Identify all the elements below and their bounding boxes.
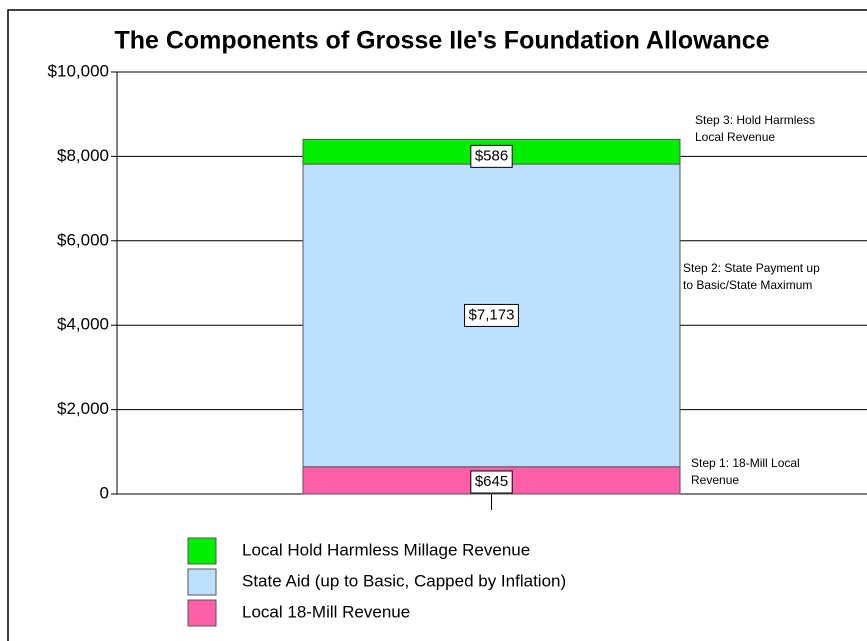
legend-label: Local Hold Harmless Millage Revenue	[242, 540, 530, 559]
y-tick-label: $6,000	[57, 230, 109, 249]
annotation: Local Revenue	[695, 130, 775, 144]
data-label: $7,173	[469, 306, 515, 323]
annotation: Step 1: 18-Mill Local	[691, 456, 800, 470]
y-tick-label: $10,000	[48, 61, 109, 80]
y-tick-label: 0	[100, 483, 109, 502]
y-tick-label: $2,000	[57, 399, 109, 418]
legend-swatch	[187, 599, 217, 627]
y-tick-label: $4,000	[57, 315, 109, 334]
data-label-box	[470, 144, 513, 168]
y-tick-label: $8,000	[57, 146, 109, 165]
annotation: Revenue	[691, 473, 739, 487]
annotation: to Basic/State Maximum	[683, 278, 812, 292]
data-label: $645	[475, 473, 508, 490]
data-label: $586	[475, 147, 508, 164]
data-label-box	[464, 303, 519, 327]
annotation: Step 2: State Payment up	[683, 261, 820, 275]
legend-label: Local 18-Mill Revenue	[242, 602, 410, 621]
legend-label: State Aid (up to Basic, Capped by Inflat…	[242, 571, 566, 590]
annotation: Step 3: Hold Harmless	[695, 113, 815, 127]
legend-swatch	[187, 537, 217, 565]
legend-swatch	[187, 568, 217, 596]
data-label-box	[470, 470, 513, 494]
chart-title: The Components of Grosse Ile's Foundatio…	[114, 27, 769, 55]
